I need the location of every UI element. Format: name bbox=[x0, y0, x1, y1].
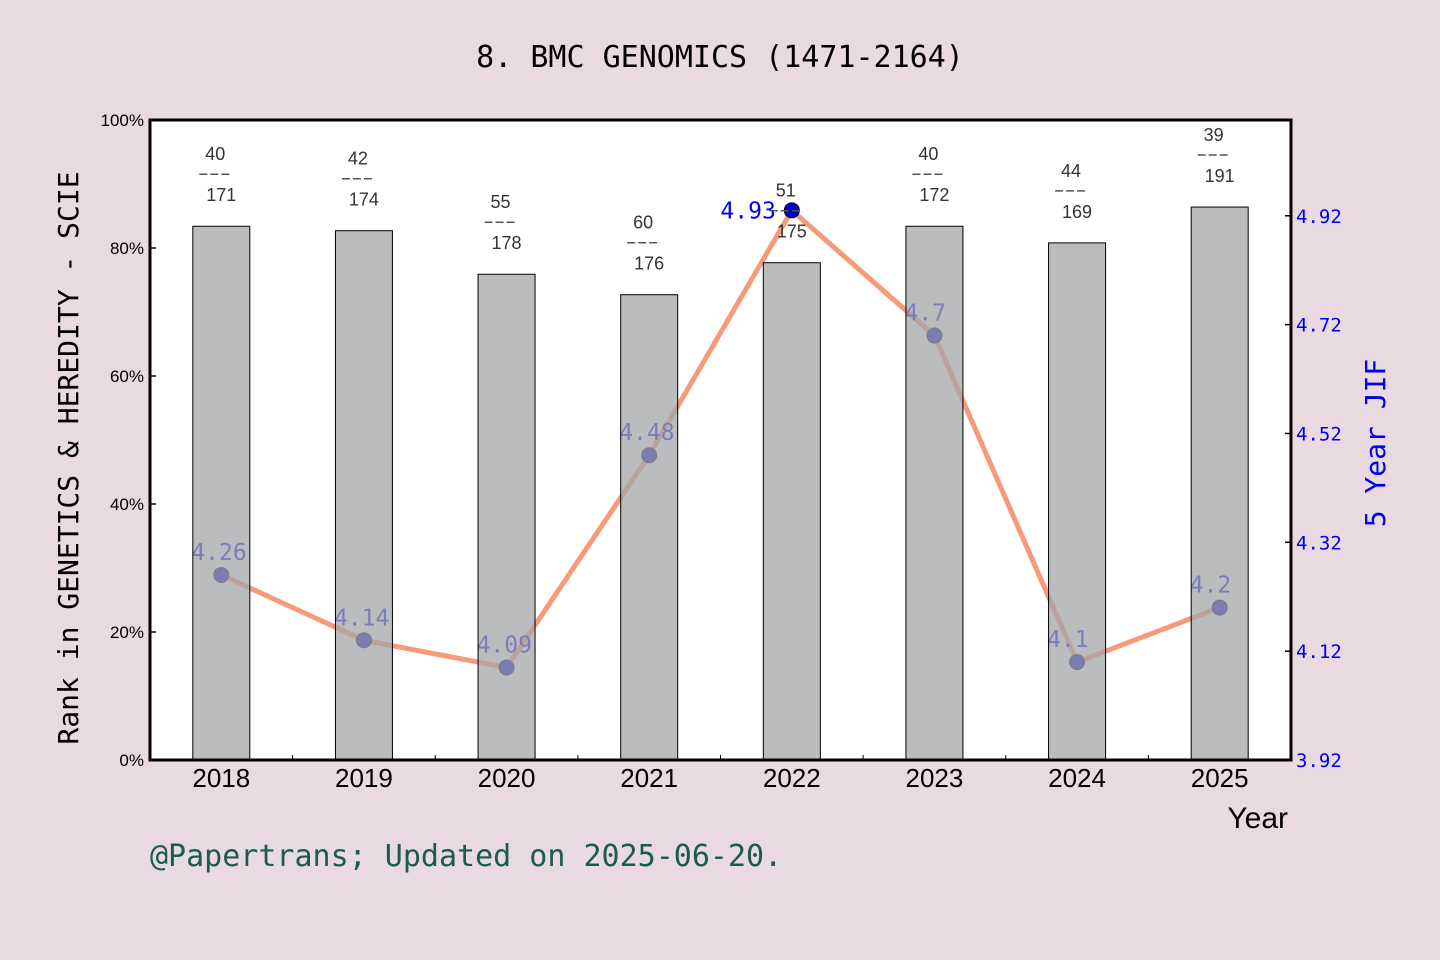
rank-label-numerator: 40 bbox=[205, 144, 225, 164]
rank-label-denominator: 174 bbox=[349, 190, 379, 210]
x-axis-label: Year bbox=[1227, 802, 1288, 835]
rank-label-denominator: 178 bbox=[492, 233, 522, 253]
x-tick-label: 2023 bbox=[906, 763, 964, 793]
rank-label-numerator: 51 bbox=[776, 181, 796, 201]
rank-bar bbox=[1048, 242, 1107, 761]
rank-bar bbox=[1190, 206, 1249, 761]
rank-label-denominator: 176 bbox=[634, 254, 664, 274]
y-left-tick-label: 80% bbox=[110, 239, 144, 258]
y-right-tick-label: 4.92 bbox=[1296, 206, 1342, 228]
x-tick-label: 2018 bbox=[192, 763, 250, 793]
y-left-tick-label: 100% bbox=[101, 111, 144, 130]
y-axis-left-label: Rank in GENETICS & HEREDITY - SCIE bbox=[52, 171, 85, 744]
rank-label-numerator: 60 bbox=[633, 213, 653, 233]
rank-bar bbox=[334, 230, 393, 761]
x-tick-label: 2021 bbox=[620, 763, 678, 793]
x-tick-label: 2022 bbox=[763, 763, 821, 793]
y-right-tick-label: 4.12 bbox=[1296, 641, 1342, 663]
y-right-tick-label: 4.52 bbox=[1296, 423, 1342, 445]
y-right-tick-label: 4.32 bbox=[1296, 532, 1342, 554]
footer-credit: @Papertrans; Updated on 2025-06-20. bbox=[150, 839, 782, 874]
x-tick-label: 2019 bbox=[335, 763, 393, 793]
chart-title: 8. BMC GENOMICS (1471-2164) bbox=[476, 40, 964, 75]
rank-label-denominator: 172 bbox=[919, 185, 949, 205]
rank-bar bbox=[192, 225, 251, 761]
rank-label-denominator: 191 bbox=[1205, 166, 1235, 186]
y-right-tick-label: 3.92 bbox=[1296, 750, 1342, 772]
rank-label-numerator: 39 bbox=[1204, 125, 1224, 145]
rank-label-numerator: 55 bbox=[491, 192, 511, 212]
y-left-tick-label: 40% bbox=[110, 495, 144, 514]
y-left-tick-label: 60% bbox=[110, 367, 144, 386]
rank-label-denominator: 171 bbox=[206, 185, 236, 205]
x-tick-label: 2025 bbox=[1191, 763, 1249, 793]
rank-bar bbox=[477, 273, 536, 761]
x-tick-label: 2024 bbox=[1048, 763, 1106, 793]
y-axis-right-label: 5 Year JIF bbox=[1359, 359, 1392, 528]
rank-bar bbox=[762, 262, 821, 761]
rank-label-numerator: 44 bbox=[1061, 161, 1081, 181]
rank-label-denominator: 169 bbox=[1062, 202, 1092, 222]
rank-label-numerator: 40 bbox=[918, 144, 938, 164]
rank-label-numerator: 42 bbox=[348, 149, 368, 169]
x-tick-label: 2020 bbox=[478, 763, 536, 793]
rank-bar bbox=[620, 294, 679, 761]
y-left-tick-label: 20% bbox=[110, 623, 144, 642]
rank-label-denominator: 175 bbox=[777, 222, 807, 242]
y-left-tick-label: 0% bbox=[119, 751, 144, 770]
plot-frame bbox=[148, 118, 1293, 762]
y-right-tick-label: 4.72 bbox=[1296, 315, 1342, 337]
rank-bar bbox=[905, 225, 964, 761]
jif-value-label: 4.93 bbox=[720, 198, 775, 224]
